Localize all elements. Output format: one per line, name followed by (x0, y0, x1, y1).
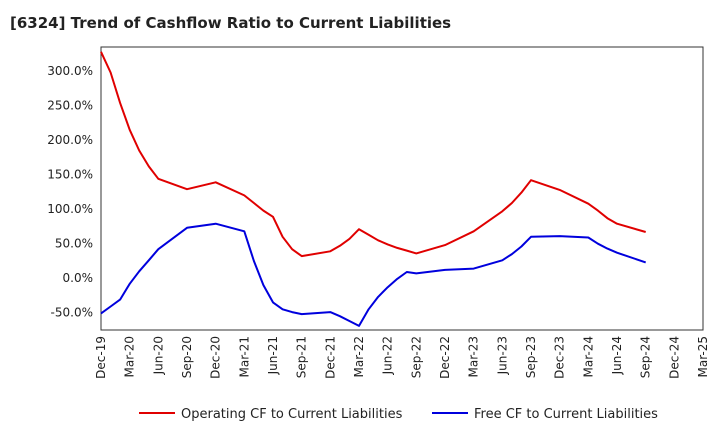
x-tick-label: Dec-24 (667, 336, 681, 379)
x-tick-label: Sep-20 (180, 336, 194, 378)
x-tick-label: Jun-24 (610, 336, 624, 375)
x-tick-label: Dec-19 (94, 336, 108, 379)
x-tick-label: Jun-21 (266, 336, 280, 375)
x-tick-label: Sep-23 (524, 336, 538, 378)
y-tick-label: 0.0% (63, 271, 94, 285)
y-tick-label: -50.0% (51, 306, 93, 320)
series-line-operating-cf (100, 51, 646, 258)
x-tick-label: Mar-20 (123, 336, 137, 377)
x-tick-label: Dec-21 (323, 336, 337, 379)
y-tick-label: 200.0% (47, 133, 93, 147)
series-line-free-cf (100, 222, 647, 327)
x-tick-label: Sep-22 (409, 336, 423, 378)
x-tick-label: Dec-22 (438, 336, 452, 379)
y-tick-label: 300.0% (47, 64, 93, 78)
x-tick-label: Mar-25 (696, 336, 710, 377)
legend-label-free-cf: Free CF to Current Liabilities (474, 407, 658, 422)
legend: Operating CF to Current Liabilities Free … (139, 407, 658, 422)
legend-label-operating-cf: Operating CF to Current Liabilities (181, 407, 403, 422)
x-tick-label: Mar-24 (581, 336, 595, 377)
x-tick-label: Mar-22 (352, 336, 366, 377)
axes: 300.0% 250.0% 200.0% 150.0% 100.0% 50.0% 0.0% -… (47, 46, 710, 379)
x-tick-label: Sep-21 (295, 336, 309, 378)
x-tick-label: Dec-23 (553, 336, 567, 379)
x-tick-label: Jun-22 (381, 336, 395, 375)
x-tick-label: Sep-24 (639, 336, 653, 378)
y-tick-label: 150.0% (47, 168, 93, 182)
x-tick-label: Jun-23 (495, 336, 509, 375)
x-tick-label: Mar-23 (467, 336, 481, 377)
plot-frame (100, 46, 704, 331)
y-tick-label: 100.0% (47, 202, 93, 216)
x-tick-label: Dec-20 (209, 336, 223, 379)
x-tick-label: Mar-21 (237, 336, 251, 377)
series-lines (100, 51, 647, 327)
chart-title: [6324] Trend of Cashflow Ratio to Curren… (10, 14, 452, 32)
x-tick-label: Jun-20 (151, 336, 165, 375)
y-tick-label: 250.0% (47, 99, 93, 113)
y-tick-label: 50.0% (55, 237, 93, 251)
